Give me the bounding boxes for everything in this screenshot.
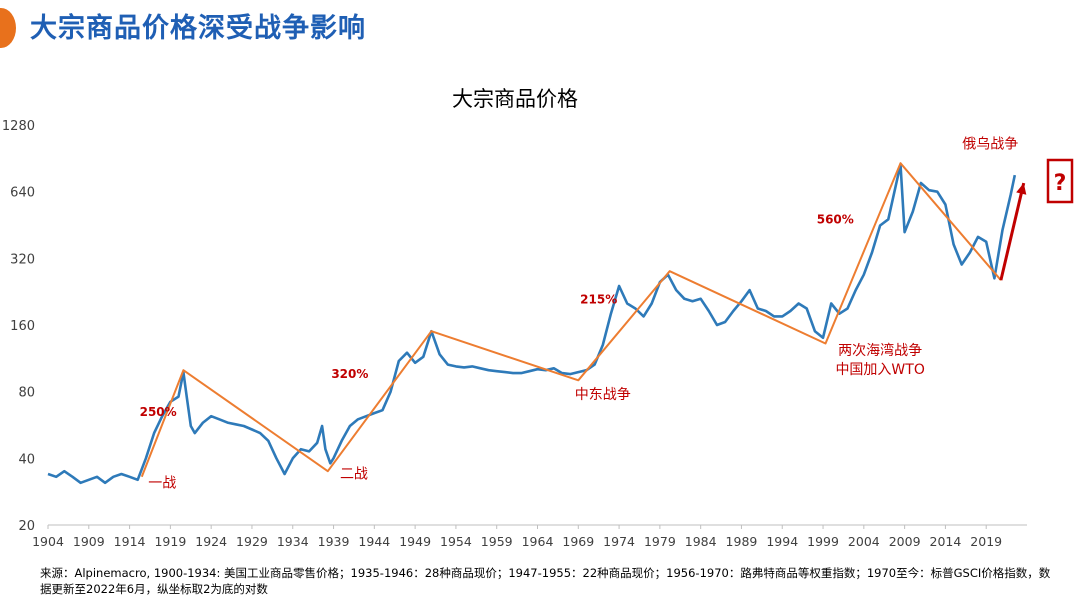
x-tick-label: 1954 [440,534,472,549]
x-tick-label: 2019 [970,534,1002,549]
arrow-shaft [999,182,1026,281]
annotation-label: 俄乌战争 [962,137,1018,153]
x-tick-label: 1989 [726,534,758,549]
page-title: 大宗商品价格深受战争影响 [30,13,366,44]
x-tick-label: 1939 [318,534,350,549]
annotation-label: 中国加入WTO [835,362,924,378]
annotation-label: 250% [140,405,177,419]
y-tick-label: 640 [10,186,35,201]
question-mark: ? [1054,171,1067,196]
series-line-0 [47,163,1017,485]
x-tick-label: 1924 [195,534,227,549]
x-tick-label: 1969 [562,534,594,549]
y-tick-label: 40 [18,452,35,467]
annotation-label: 两次海湾战争 [838,342,922,359]
y-tick-label: 160 [10,319,35,334]
header-bullet [0,8,16,48]
annotation-label: 560% [817,212,854,226]
x-axis: 1904 1909 1914 1919 1924 1929 1934 1939 1944 1949… [32,525,1002,549]
annotation-label: 320% [331,367,368,381]
x-tick-label: 1934 [277,534,309,549]
x-tick-label: 1999 [807,534,839,549]
arrow-head [1016,183,1027,195]
series-lines [47,162,1017,485]
x-tick-label: 1919 [154,534,186,549]
annotation-label: 二战 [340,466,368,482]
x-tick-label: 2009 [889,534,921,549]
y-tick-label: 320 [10,252,35,267]
y-axis: 20 40 80 160 320 640 1280 [2,119,35,534]
header: 大宗商品价格深受战争影响 [0,0,1080,52]
annotation-label: 215% [580,293,617,307]
question-box: ? [1046,158,1074,204]
annotation-label: 中东战争 [575,387,631,403]
x-tick-label: 1964 [522,534,554,549]
x-tick-label: 1949 [399,534,431,549]
x-tick-label: 1944 [358,534,390,549]
x-tick-label: 1929 [236,534,268,549]
x-tick-label: 1904 [32,534,64,549]
x-tick-label: 1979 [644,534,676,549]
question-box-frame [1046,158,1074,204]
x-tick-label: 1914 [114,534,146,549]
source-note: 来源：Alpinemacro, 1900-1934: 美国工业商品零售价格；19… [40,566,1051,596]
y-tick-label: 20 [18,519,35,534]
x-tick-label: 2014 [930,534,962,549]
series-line-1 [140,162,1002,478]
x-tick-label: 1959 [481,534,513,549]
x-tick-label: 1974 [603,534,635,549]
x-tick-label: 1994 [766,534,798,549]
forecast-arrow [999,182,1027,281]
x-tick-label: 1984 [685,534,717,549]
x-tick-label: 2004 [848,534,880,549]
annotation-label: 一战 [148,476,176,492]
x-tick-label: 1909 [73,534,105,549]
y-tick-label: 80 [18,386,35,401]
chart-title: 大宗商品价格 [452,87,578,111]
y-tick-label: 1280 [2,119,35,134]
